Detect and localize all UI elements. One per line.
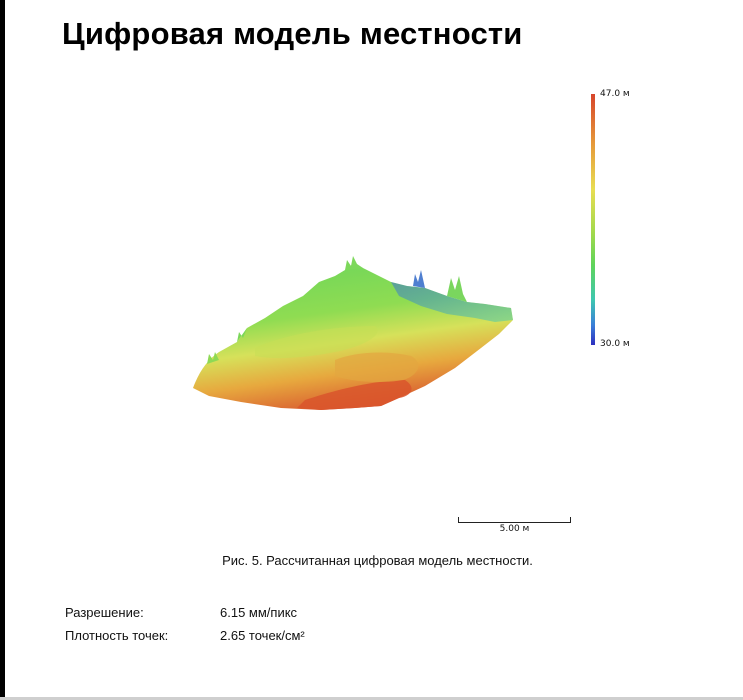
left-page-edge [0,0,5,700]
colorbar-min-label: 30.0 м [600,339,630,349]
resolution-value: 6.15 мм/пикс [220,605,298,620]
scale-bar [458,517,571,523]
dem-image [185,230,525,420]
dem-render [193,256,513,410]
resolution-label: Разрешение: [65,605,144,620]
point-density-label: Плотность точек: [65,628,169,643]
colorbar-max-label: 47.0 м [600,89,630,99]
page-title: Цифровая модель местности [62,16,523,51]
elevation-colorbar [591,94,595,345]
scale-bar-label: 5.00 м [499,524,530,534]
bottom-page-edge [0,697,743,700]
point-density-value: 2.65 точек/см² [220,628,305,643]
figure-caption: Рис. 5. Рассчитанная цифровая модель мес… [222,553,533,568]
